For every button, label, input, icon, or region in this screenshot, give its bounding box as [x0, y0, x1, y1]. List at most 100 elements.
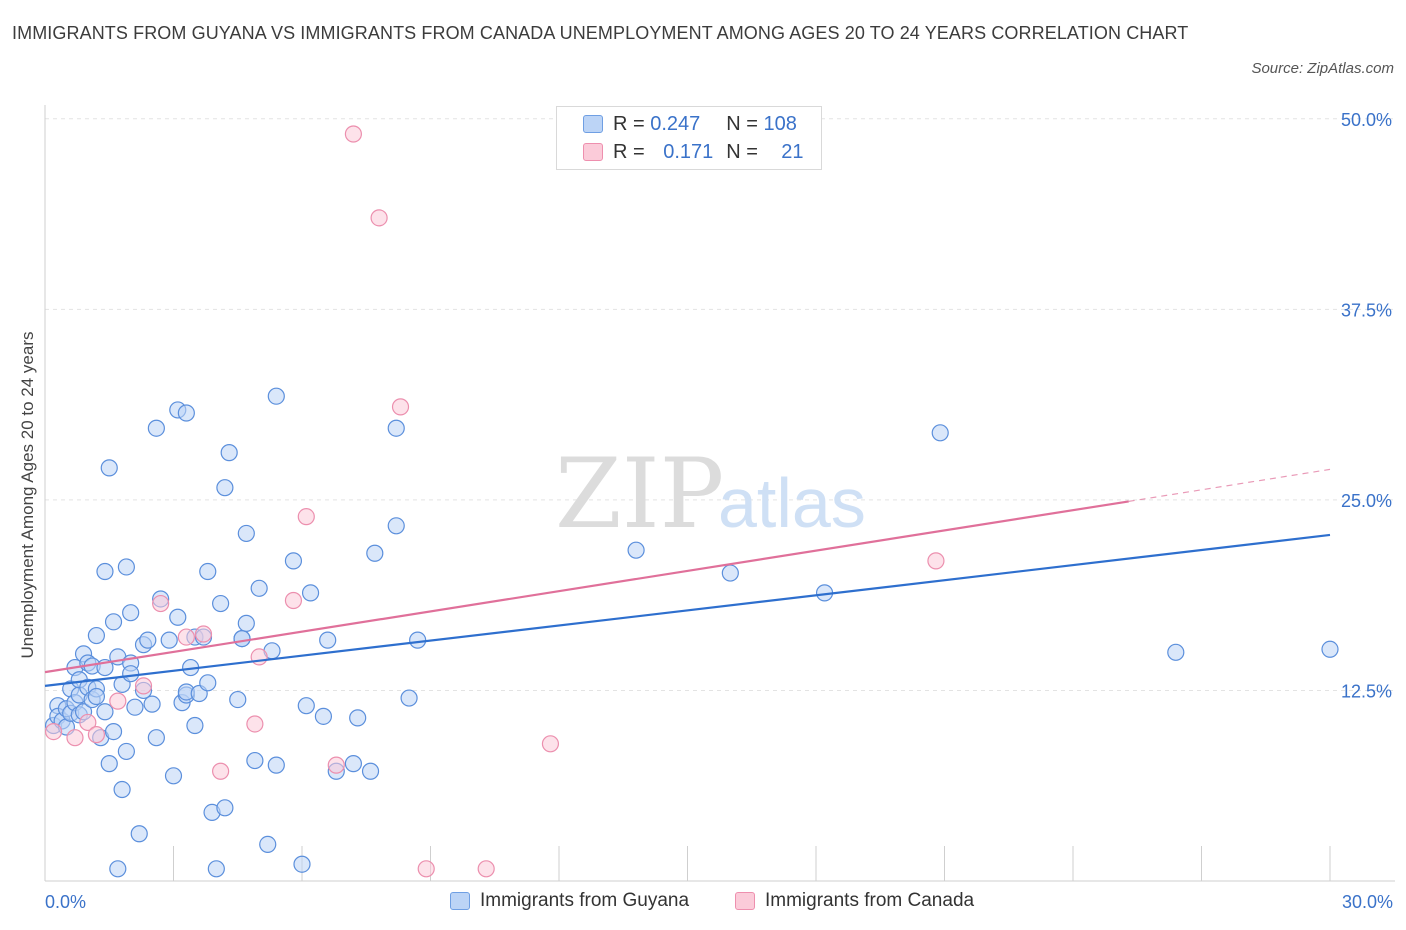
guyana-point	[139, 631, 157, 649]
canada-point	[417, 860, 435, 878]
guyana-point	[147, 419, 165, 437]
guyana-point	[126, 698, 144, 716]
canada-point	[284, 591, 303, 610]
canada-point	[44, 722, 63, 741]
guyana-point	[96, 703, 114, 721]
guyana-point	[96, 562, 114, 581]
guyana-point	[931, 424, 949, 442]
guyana-point	[366, 544, 384, 562]
watermark-atlas: atlas	[718, 464, 866, 542]
legend-row-guyana: R = 0.247 N = 108	[583, 112, 797, 136]
x-tick-label: 30.0%	[1342, 892, 1393, 912]
legend-n-label: N =	[726, 140, 758, 163]
legend-swatch-canada	[583, 143, 603, 161]
trend-lines	[44, 468, 1331, 687]
guyana-point	[207, 860, 225, 878]
axes	[44, 105, 1395, 882]
legend-swatch-guyana	[583, 115, 603, 133]
guyana-point	[104, 722, 123, 741]
guyana-point	[409, 631, 427, 649]
guyana-point	[246, 751, 264, 770]
canada-point	[344, 125, 362, 143]
guyana-point	[122, 665, 140, 683]
legend-n-value-guyana: 108	[763, 112, 797, 135]
canada-point	[391, 398, 410, 416]
canada-point	[152, 594, 170, 613]
legend-n-label: N =	[726, 112, 758, 135]
bottom-legend-swatch-canada	[735, 892, 755, 910]
guyana-point	[87, 626, 106, 645]
series-canada-points	[44, 125, 945, 878]
guyana-point	[1321, 640, 1339, 658]
canada-point	[327, 756, 345, 774]
guyana-point	[349, 709, 367, 727]
guyana-point	[297, 697, 315, 715]
source-label: Source: ZipAtlas.com	[1251, 60, 1394, 77]
guyana-point	[122, 604, 140, 622]
guyana-point	[117, 742, 135, 761]
guyana-point	[237, 614, 255, 632]
guyana-point	[117, 558, 135, 576]
canada-point	[927, 552, 945, 570]
guyana-point	[293, 855, 311, 873]
chart-title: IMMIGRANTS FROM GUYANA VS IMMIGRANTS FRO…	[12, 23, 1189, 43]
guyana-point	[237, 524, 255, 543]
guyana-point	[400, 689, 418, 707]
guyana-point	[301, 584, 320, 602]
guyana-point	[229, 690, 247, 709]
guyana-point	[721, 564, 739, 582]
guyana-point	[147, 729, 165, 747]
guyana-point	[361, 762, 380, 780]
guyana-point	[212, 594, 230, 613]
guyana-point	[319, 631, 337, 649]
guyana-point	[216, 799, 234, 817]
guyana-point	[387, 517, 405, 535]
guyana-point	[250, 579, 268, 597]
trend-line-canada	[44, 500, 1129, 674]
guyana-point	[113, 780, 131, 799]
canada-point	[250, 648, 268, 666]
guyana-point	[344, 755, 362, 773]
y-axis-label: Unemployment Among Ages 20 to 24 years	[18, 332, 37, 659]
bottom-legend-swatch-guyana	[450, 892, 470, 910]
guyana-point	[104, 613, 123, 631]
legend-r-value-canada: 0.171	[663, 140, 714, 163]
canada-point	[79, 713, 97, 732]
canada-point	[87, 726, 106, 744]
guyana-point	[109, 860, 127, 878]
guyana-point	[164, 767, 183, 785]
guyana-point	[100, 755, 118, 773]
guyana-point	[169, 608, 187, 626]
guyana-point	[177, 404, 195, 422]
x-tick-label: 0.0%	[45, 892, 86, 912]
guyana-point	[627, 541, 645, 559]
grid-lines	[45, 118, 1395, 691]
canada-point	[541, 735, 560, 753]
watermark: ZIP atlas	[555, 438, 866, 550]
legend-r-value-guyana: 0.247	[650, 112, 701, 135]
guyana-point	[199, 674, 217, 692]
trend-line-guyana	[44, 533, 1331, 687]
guyana-point	[216, 479, 234, 497]
guyana-point	[314, 707, 333, 725]
canada-point	[66, 729, 84, 747]
canada-point	[134, 677, 153, 695]
guyana-point	[387, 419, 405, 437]
guyana-point	[284, 552, 303, 570]
canada-point	[370, 209, 388, 227]
guyana-point	[186, 716, 204, 735]
canada-point	[212, 762, 230, 780]
y-tick-label: 37.5%	[1341, 300, 1392, 320]
canada-point	[477, 860, 495, 878]
legend-r-label: R =	[613, 112, 645, 135]
y-tick-label: 25.0%	[1341, 491, 1392, 511]
guyana-point	[143, 695, 161, 713]
guyana-point	[130, 825, 148, 843]
y-tick-label: 50.0%	[1341, 110, 1392, 130]
guyana-point	[100, 459, 118, 477]
guyana-point	[160, 631, 178, 649]
canada-point	[177, 628, 195, 646]
trend-line-canada-extrapolated	[1128, 468, 1331, 502]
guyana-point	[87, 687, 106, 706]
bottom-legend-canada: Immigrants from Canada	[735, 890, 974, 912]
